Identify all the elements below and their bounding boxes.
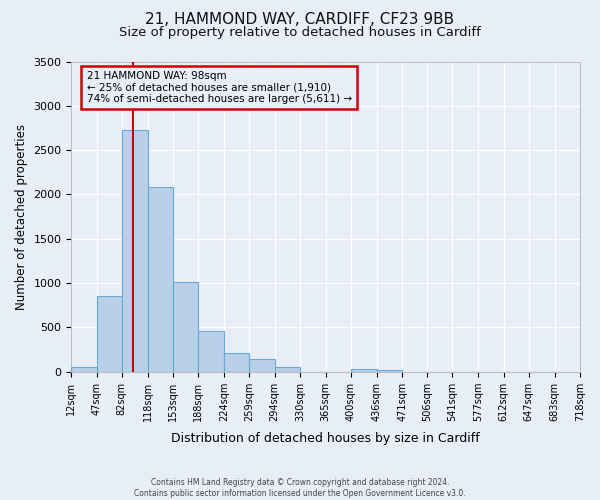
X-axis label: Distribution of detached houses by size in Cardiff: Distribution of detached houses by size … <box>172 432 480 445</box>
Y-axis label: Number of detached properties: Number of detached properties <box>15 124 28 310</box>
Text: 21, HAMMOND WAY, CARDIFF, CF23 9BB: 21, HAMMOND WAY, CARDIFF, CF23 9BB <box>145 12 455 28</box>
Text: 21 HAMMOND WAY: 98sqm
← 25% of detached houses are smaller (1,910)
74% of semi-d: 21 HAMMOND WAY: 98sqm ← 25% of detached … <box>86 71 352 104</box>
Bar <box>148 188 173 372</box>
Bar <box>351 369 377 372</box>
Bar <box>377 370 402 372</box>
Bar <box>275 367 301 372</box>
Bar <box>71 367 97 372</box>
Bar <box>173 282 198 372</box>
Text: Contains HM Land Registry data © Crown copyright and database right 2024.
Contai: Contains HM Land Registry data © Crown c… <box>134 478 466 498</box>
Bar <box>250 359 275 372</box>
Bar <box>97 296 122 372</box>
Bar <box>198 332 224 372</box>
Bar <box>122 130 148 372</box>
Text: Size of property relative to detached houses in Cardiff: Size of property relative to detached ho… <box>119 26 481 39</box>
Bar <box>224 352 250 372</box>
